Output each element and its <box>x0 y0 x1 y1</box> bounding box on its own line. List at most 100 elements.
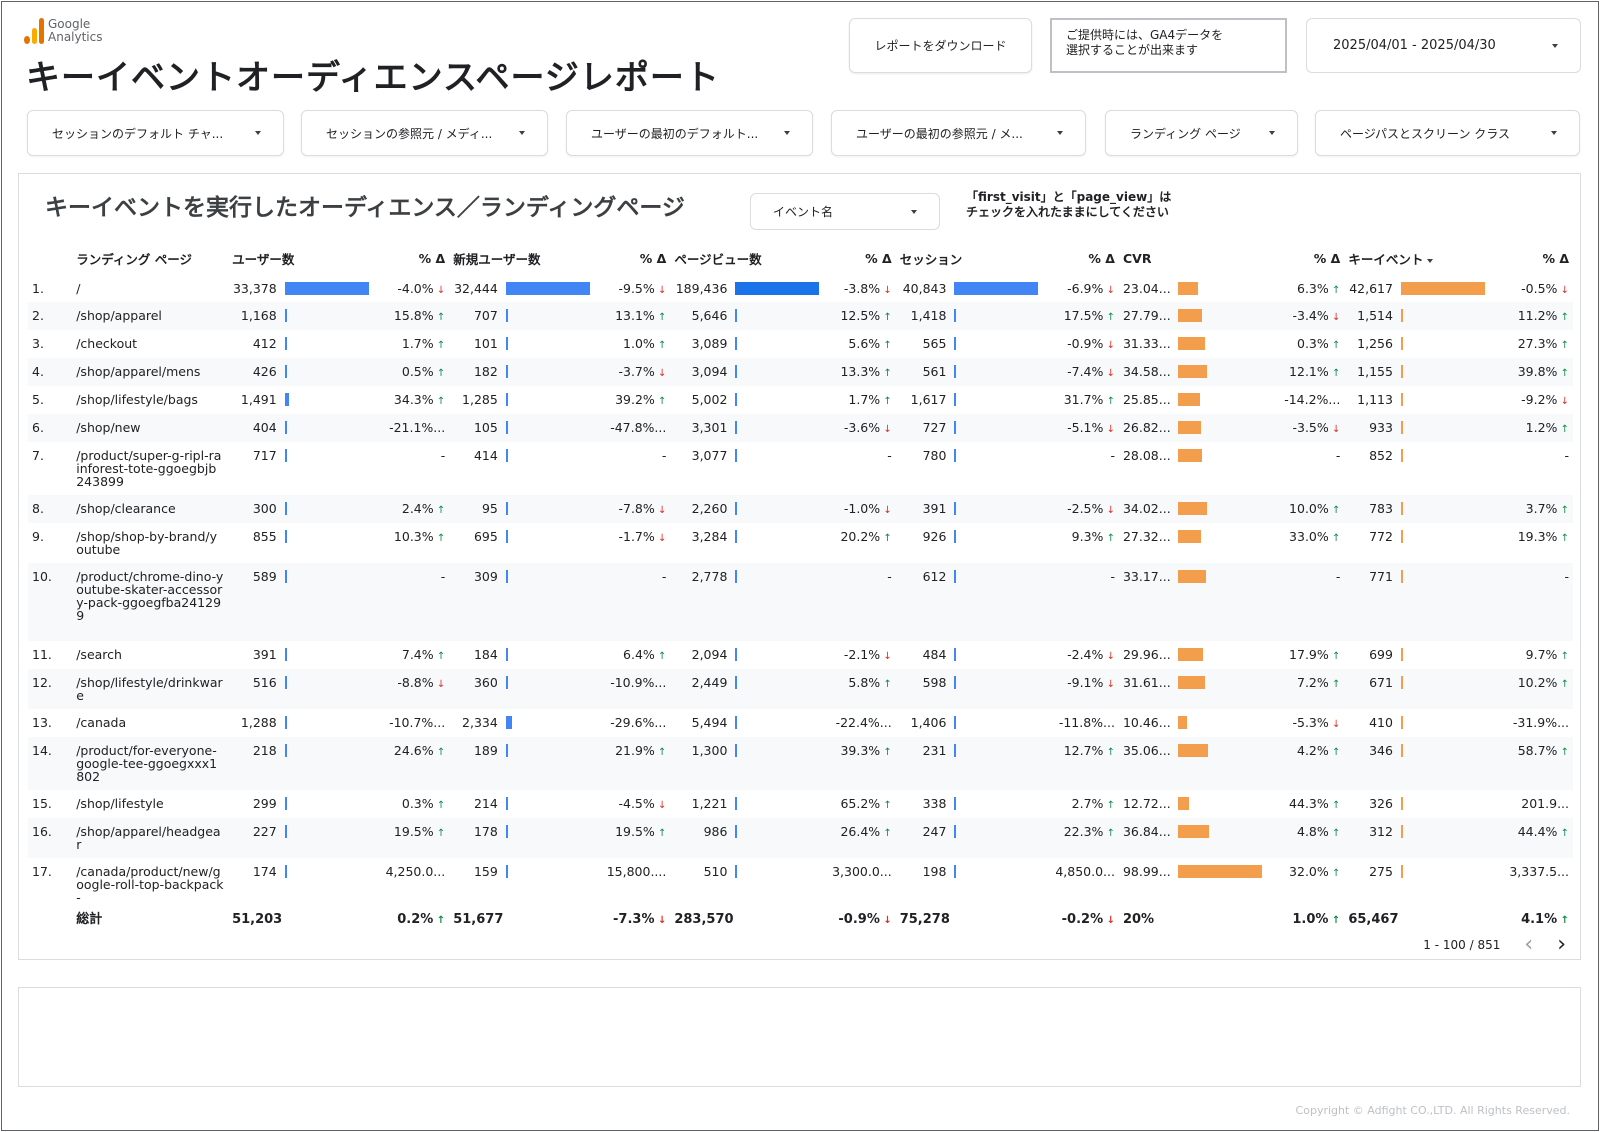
landing-page-path[interactable]: /shop/shop-by-brand/youtube <box>76 529 218 557</box>
key-events-bar <box>1397 790 1490 818</box>
landing-page-path[interactable]: /canada/product/new/google-roll-top-back… <box>76 864 224 905</box>
page-views-value: 3,094 <box>670 358 732 386</box>
page-views-delta-value: 26.4% <box>840 824 881 839</box>
key-events-value: 312 <box>1344 818 1397 858</box>
table-row[interactable]: 8./shop/clearance 300 2.4% ↑ 95 -7.8% ↓ 2,260… <box>28 495 1573 523</box>
table-row[interactable]: 10./product/chrome-dino-youtube-skater-a… <box>28 563 1573 641</box>
chevron-right-icon[interactable]: › <box>1557 932 1566 957</box>
total-page-views-spacer <box>731 904 814 927</box>
page-views-delta-value: -2.1% <box>843 647 881 662</box>
cvr-value: 23.04... <box>1122 281 1171 296</box>
page-views-delta-value: 5.8% <box>848 675 881 690</box>
sessions-delta-value: 4,850.0... <box>1055 864 1115 879</box>
arrow-up-icon: ↑ <box>1557 533 1569 544</box>
header-landing-page[interactable]: ランディング ページ <box>76 252 192 267</box>
new-users-value: 214 <box>473 796 498 811</box>
cvr-value: 29.96... <box>1122 647 1171 662</box>
page-views-value: 5,002 <box>691 392 728 407</box>
chevron-left-icon[interactable]: ‹ <box>1524 932 1534 957</box>
table-row[interactable]: 17. /canada/product/new/google-roll-top-b… <box>28 858 1573 904</box>
table-total-row: 総計 51,203 0.2% ↑ 51,677 -7.3% ↓ 283,570 -0.9% … <box>28 904 1573 927</box>
filter-first-user-source-medium[interactable]: ユーザーの最初の参照元 / メ... <box>831 110 1086 156</box>
header-sessions[interactable]: セッション <box>899 252 963 267</box>
cvr-value: 33.17... <box>1118 563 1174 641</box>
landing-page-path[interactable]: /shop/lifestyle <box>76 796 164 811</box>
table-row[interactable]: 15. /shop/lifestyle 299 0.3% ↑ 214 -4.5% ↓ 1,2… <box>28 790 1573 818</box>
cvr-bar <box>1173 563 1265 641</box>
chevron-down-icon <box>1552 43 1558 48</box>
sessions-bar-mark <box>954 825 957 838</box>
users-bar-mark <box>284 744 287 757</box>
event-name-select[interactable]: イベント名 <box>750 193 940 230</box>
landing-page-path[interactable]: /product/super-g-ripl-rainforest-tote-gg… <box>76 448 222 489</box>
table-row[interactable]: 4./shop/apparel/mens 426 0.5% ↑ 182 -3.7% ↓ 3… <box>28 358 1573 386</box>
filter-session-source-medium[interactable]: セッションの参照元 / メディ... <box>301 110 548 156</box>
key-events-delta-value: 39.8% <box>1517 364 1558 379</box>
landing-page-path[interactable]: /shop/new <box>72 414 229 442</box>
table-row[interactable]: 6./shop/new 404 -21.1%... 105 -47.8%... 3,301… <box>28 414 1573 442</box>
table-row[interactable]: 13. /canada 1,288 -10.7%... 2,334 -29.6%... 5,… <box>28 709 1573 737</box>
table-row[interactable]: 3. /checkout 412 1.7% ↑ 101 1.0% ↑ 3,089 5.6% ↑… <box>28 330 1573 358</box>
header-sessions-delta[interactable]: % Δ <box>1088 251 1115 266</box>
landing-page-path[interactable]: /shop/apparel <box>72 302 229 330</box>
table-row[interactable]: 12./shop/lifestyle/drinkware 516 -8.8% ↓ 36… <box>28 669 1573 709</box>
table-row[interactable]: 2./shop/apparel 1,168 15.8% ↑ 707 13.1% ↑ 5,6… <box>28 302 1573 330</box>
download-report-button[interactable]: レポートをダウンロード <box>849 18 1032 73</box>
header-users[interactable]: ユーザー数 <box>232 252 295 267</box>
arrow-down-icon: ↓ <box>1103 424 1115 435</box>
landing-page-path[interactable]: /shop/apparel/headgear <box>72 818 229 858</box>
users-delta: 10.3% ↑ <box>369 523 449 563</box>
header-new-users[interactable]: 新規ユーザー数 <box>453 252 541 267</box>
filter-first-user-default-channel[interactable]: ユーザーの最初のデフォルト... <box>566 110 813 156</box>
table-row[interactable]: 11. /search 391 7.4% ↑ 184 6.4% ↑ 2,094 -2.1% ↓… <box>28 641 1573 669</box>
arrow-up-icon: ↑ <box>1328 828 1341 839</box>
table-row[interactable]: 16./shop/apparel/headgear 227 19.5% ↑ 178 19… <box>28 818 1573 858</box>
landing-page-path[interactable]: /shop/lifestyle/drinkware <box>72 669 229 709</box>
table-row[interactable]: 5. /shop/lifestyle/bags 1,491 34.3% ↑ 1,285 3… <box>28 386 1573 414</box>
sessions-delta-value: -9.1% <box>1067 675 1104 690</box>
key-events-bar-mark <box>1400 365 1403 378</box>
users-bar <box>281 790 369 818</box>
key-events-delta-value: -9.2% <box>1521 392 1558 407</box>
sessions-value: 1,617 <box>910 392 947 407</box>
cvr-bar-mark <box>1177 365 1207 378</box>
landing-page-path[interactable]: /canada <box>76 715 127 730</box>
header-page-views-delta[interactable]: % Δ <box>865 251 892 266</box>
header-cvr[interactable]: CVR <box>1122 251 1152 266</box>
landing-page-path[interactable]: /product/chrome-dino-youtube-skater-acce… <box>72 563 229 641</box>
arrow-down-icon: ↓ <box>654 800 667 811</box>
filter-page-path-screen-class[interactable]: ページパスとスクリーン クラス <box>1315 110 1580 156</box>
page-views-bar <box>731 275 820 302</box>
header-page-views[interactable]: ページビュー数 <box>674 252 762 267</box>
header-key-events-delta[interactable]: % Δ <box>1542 251 1569 266</box>
filter-session-default-channel[interactable]: セッションのデフォルト チャ... <box>27 110 284 156</box>
landing-page-path[interactable]: /shop/lifestyle/bags <box>76 392 198 407</box>
sessions-delta-value: 2.7% <box>1071 796 1104 811</box>
table-row[interactable]: 14./product/for-everyone-google-tee-ggoe… <box>28 737 1573 790</box>
page-views-value: 5,494 <box>691 715 728 730</box>
arrow-up-icon: ↑ <box>433 651 446 662</box>
table-row[interactable]: 7. /product/super-g-ripl-rainforest-tote-… <box>28 442 1573 495</box>
header-cvr-delta[interactable]: % Δ <box>1313 251 1341 266</box>
header-new-users-delta[interactable]: % Δ <box>639 251 667 266</box>
landing-page-path[interactable]: /product/for-everyone-google-tee-ggoegxx… <box>72 737 229 790</box>
landing-page-path[interactable]: /shop/apparel/mens <box>72 358 229 386</box>
cvr-value: 28.08... <box>1122 448 1171 463</box>
key-events-bar-mark <box>1400 825 1403 838</box>
key-events-bar-mark <box>1400 502 1403 515</box>
filter-landing-page[interactable]: ランディング ページ <box>1105 110 1298 156</box>
key-events-delta-value: 11.2% <box>1517 308 1558 323</box>
landing-page-path[interactable]: / <box>76 281 81 296</box>
landing-page-path[interactable]: /search <box>76 647 122 662</box>
date-range-select[interactable]: 2025/04/01 - 2025/04/30 <box>1306 18 1581 73</box>
landing-page-path[interactable]: /shop/clearance <box>72 495 229 523</box>
landing-page-path[interactable]: /checkout <box>76 336 138 351</box>
arrow-down-icon: ↓ <box>433 679 446 690</box>
header-key-events[interactable]: キーイベント <box>1344 242 1489 275</box>
new-users-delta: - <box>590 563 671 641</box>
users-bar-mark <box>284 648 287 661</box>
table-row[interactable]: 1. / 33,378 -4.0% ↓ 32,444 -9.5% ↓ 189,436 -3.8… <box>28 275 1573 302</box>
sessions-bar <box>950 386 1038 414</box>
table-row[interactable]: 9. /shop/shop-by-brand/youtube 855 10.3% ↑ 6… <box>28 523 1573 563</box>
header-users-delta[interactable]: % Δ <box>418 251 446 266</box>
